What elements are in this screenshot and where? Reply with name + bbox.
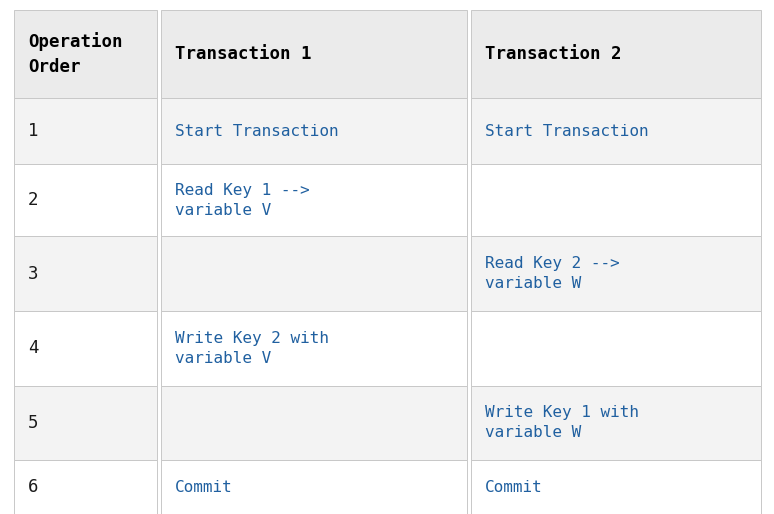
Bar [471,10,761,98]
Bar [14,460,157,514]
Bar [471,164,761,236]
Text: Start Transaction: Start Transaction [485,123,648,139]
Text: 5: 5 [28,414,39,432]
Bar [161,236,467,311]
Text: Transaction 2: Transaction 2 [485,45,621,63]
Text: Read Key 1 -->
variable V: Read Key 1 --> variable V [175,183,310,218]
Bar [14,386,157,460]
Bar [161,460,467,514]
Text: 6: 6 [28,478,39,496]
Bar [161,98,467,164]
Text: Transaction 1: Transaction 1 [175,45,311,63]
Bar [471,460,761,514]
Bar [161,164,467,236]
Text: Start Transaction: Start Transaction [175,123,338,139]
Bar [471,98,761,164]
Text: Operation
Order: Operation Order [28,32,122,76]
Text: Commit: Commit [175,480,233,494]
Bar [471,311,761,386]
Bar [14,98,157,164]
Bar [14,10,157,98]
Bar [14,164,157,236]
Text: 1: 1 [28,122,39,140]
Bar [14,236,157,311]
Bar [161,10,467,98]
Bar [471,236,761,311]
Bar [161,311,467,386]
Bar [14,311,157,386]
Text: 4: 4 [28,339,39,357]
Bar [161,386,467,460]
Text: 2: 2 [28,191,39,210]
Bar [471,386,761,460]
Text: Read Key 2 -->
variable W: Read Key 2 --> variable W [485,256,619,291]
Text: Write Key 1 with
variable W: Write Key 1 with variable W [485,405,639,440]
Text: Write Key 2 with
variable V: Write Key 2 with variable V [175,331,329,366]
Text: 3: 3 [28,265,39,283]
Text: Commit: Commit [485,480,543,494]
